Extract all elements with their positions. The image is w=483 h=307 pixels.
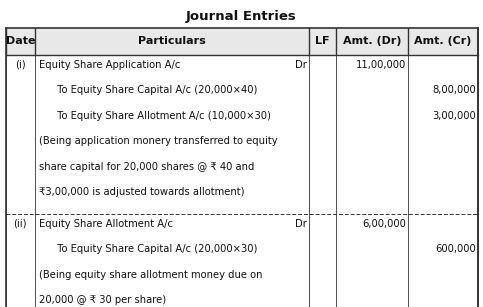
Bar [6,28,478,55]
Text: 8,00,000: 8,00,000 [432,85,476,95]
Bar [6,55,478,214]
Text: Dr: Dr [295,219,307,229]
Text: ₹3,00,000 is adjusted towards allotment): ₹3,00,000 is adjusted towards allotment) [39,187,244,197]
Text: (i): (i) [15,60,26,70]
Text: Dr: Dr [295,60,307,70]
Text: (Being application monery transferred to equity: (Being application monery transferred to… [39,136,277,146]
Text: share capital for 20,000 shares @ ₹ 40 and: share capital for 20,000 shares @ ₹ 40 a… [39,162,254,172]
Text: To Equity Share Capital A/c (20,000×40): To Equity Share Capital A/c (20,000×40) [51,85,257,95]
Text: (ii): (ii) [14,219,27,229]
Text: Equity Share Allotment A/c: Equity Share Allotment A/c [39,219,172,229]
Text: 6,00,000: 6,00,000 [362,219,406,229]
Text: LF: LF [315,37,330,46]
Text: 20,000 @ ₹ 30 per share): 20,000 @ ₹ 30 per share) [39,295,166,305]
Text: To Equity Share Capital A/c (20,000×30): To Equity Share Capital A/c (20,000×30) [51,244,257,255]
Text: Amt. (Cr): Amt. (Cr) [414,37,472,46]
Text: 3,00,000: 3,00,000 [432,111,476,121]
Text: 11,00,000: 11,00,000 [355,60,406,70]
Text: Journal Entries: Journal Entries [186,10,297,23]
Text: Amt. (Dr): Amt. (Dr) [342,37,401,46]
Text: To Equity Share Allotment A/c (10,000×30): To Equity Share Allotment A/c (10,000×30… [51,111,270,121]
Text: 600,000: 600,000 [435,244,476,255]
Text: Date: Date [5,37,35,46]
Text: (Being equity share allotment money due on: (Being equity share allotment money due … [39,270,262,280]
Bar [6,214,478,307]
Text: Particulars: Particulars [138,37,206,46]
Text: Equity Share Application A/c: Equity Share Application A/c [39,60,180,70]
